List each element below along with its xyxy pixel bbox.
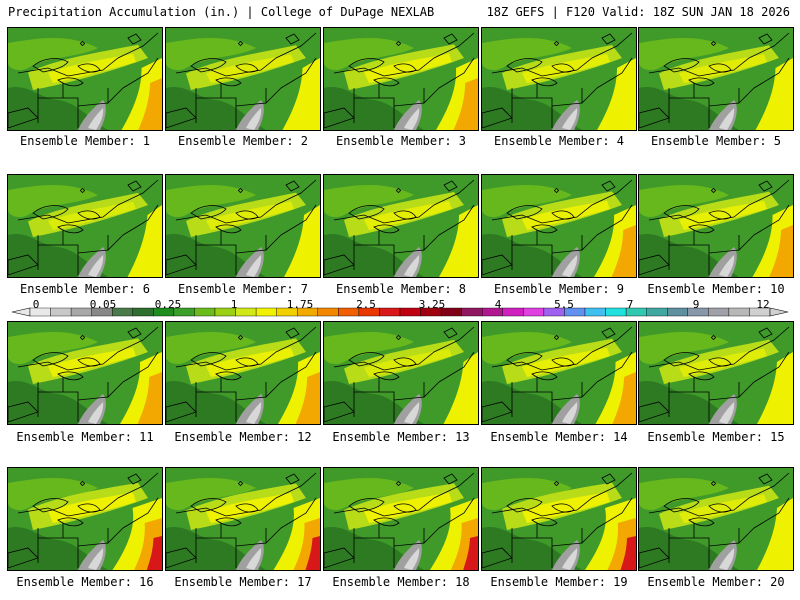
precip-map xyxy=(482,28,636,130)
member-caption: Ensemble Member: 4 xyxy=(493,134,625,148)
precip-map xyxy=(8,468,162,570)
title-right: 18Z GEFS | F120 Valid: 18Z SUN JAN 18 20… xyxy=(486,5,790,19)
colorbar-tick-label: 5.5 xyxy=(554,298,574,311)
map-panel xyxy=(323,174,479,278)
member-caption: Ensemble Member: 20 xyxy=(647,575,785,589)
colorbar-tick-label: 0.25 xyxy=(154,298,182,311)
precip-map xyxy=(166,175,320,277)
precip-map xyxy=(639,175,793,277)
map-panel xyxy=(481,174,637,278)
map-panel xyxy=(638,467,794,571)
colorbar-swatch xyxy=(317,307,339,317)
map-panel xyxy=(481,27,637,131)
precip-map xyxy=(166,322,320,424)
colorbar-tick-label: 9 xyxy=(692,298,700,311)
map-panel xyxy=(165,321,321,425)
map-panel xyxy=(7,174,163,278)
member-caption: Ensemble Member: 15 xyxy=(647,430,785,444)
colorbar-left-arrow xyxy=(11,307,31,317)
precip-map xyxy=(639,28,793,130)
colorbar-swatch xyxy=(667,307,688,317)
member-caption: Ensemble Member: 16 xyxy=(16,575,154,589)
member-caption: Ensemble Member: 2 xyxy=(177,134,309,148)
precip-map xyxy=(8,322,162,424)
colorbar-swatch xyxy=(605,307,627,317)
map-panel xyxy=(638,174,794,278)
colorbar-swatch xyxy=(502,307,524,317)
precip-map xyxy=(482,322,636,424)
member-caption: Ensemble Member: 7 xyxy=(177,282,309,296)
map-panel xyxy=(638,27,794,131)
precip-map xyxy=(639,322,793,424)
colorbar-tick-label: 12 xyxy=(756,298,770,311)
member-caption: Ensemble Member: 19 xyxy=(490,575,628,589)
member-caption: Ensemble Member: 10 xyxy=(647,282,785,296)
member-caption: Ensemble Member: 13 xyxy=(332,430,470,444)
colorbar-swatch xyxy=(255,307,277,317)
colorbar-swatch xyxy=(235,307,257,317)
map-panel xyxy=(323,27,479,131)
precip-map xyxy=(8,175,162,277)
member-caption: Ensemble Member: 6 xyxy=(19,282,151,296)
member-caption: Ensemble Member: 18 xyxy=(332,575,470,589)
colorbar-tick-label: 0.05 xyxy=(89,298,117,311)
colorbar-tick-label: 2.5 xyxy=(356,298,376,311)
member-caption: Ensemble Member: 9 xyxy=(493,282,625,296)
member-caption: Ensemble Member: 8 xyxy=(335,282,467,296)
colorbar-swatch xyxy=(70,307,92,317)
precip-map xyxy=(166,468,320,570)
colorbar-right-arrow xyxy=(769,307,789,317)
colorbar-tick-label: 1 xyxy=(230,298,238,311)
precip-map xyxy=(639,468,793,570)
map-panel xyxy=(481,321,637,425)
precip-map xyxy=(324,175,478,277)
colorbar-swatch xyxy=(194,307,216,317)
member-caption: Ensemble Member: 14 xyxy=(490,430,628,444)
precip-map xyxy=(166,28,320,130)
title-left: Precipitation Accumulation (in.) | Colle… xyxy=(8,5,435,19)
map-panel xyxy=(7,27,163,131)
colorbar-swatch xyxy=(523,307,545,317)
colorbar-swatch xyxy=(461,307,483,317)
member-caption: Ensemble Member: 12 xyxy=(174,430,312,444)
colorbar-tick-label: 3.25 xyxy=(418,298,446,311)
precip-map xyxy=(324,28,478,130)
precip-map xyxy=(482,468,636,570)
member-caption: Ensemble Member: 3 xyxy=(335,134,467,148)
colorbar-tick-label: 1.75 xyxy=(286,298,314,311)
colorbar-tick-label: 4 xyxy=(494,298,502,311)
colorbar-svg xyxy=(11,307,789,317)
member-caption: Ensemble Member: 5 xyxy=(650,134,782,148)
colorbar-tick-label: 0 xyxy=(32,298,40,311)
member-caption: Ensemble Member: 17 xyxy=(174,575,312,589)
map-panel xyxy=(165,174,321,278)
colorbar-swatch xyxy=(379,307,401,317)
colorbar-swatch xyxy=(399,307,421,317)
colorbar-swatch xyxy=(50,307,72,317)
map-panel xyxy=(323,467,479,571)
map-panel xyxy=(7,321,163,425)
colorbar-swatch xyxy=(646,307,668,317)
map-panel xyxy=(481,467,637,571)
colorbar-swatch xyxy=(708,307,730,317)
map-panel xyxy=(638,321,794,425)
map-panel xyxy=(165,467,321,571)
member-caption: Ensemble Member: 11 xyxy=(16,430,154,444)
colorbar-swatch xyxy=(728,307,750,317)
precip-map xyxy=(8,28,162,130)
precip-map xyxy=(324,468,478,570)
map-panel xyxy=(7,467,163,571)
member-caption: Ensemble Member: 1 xyxy=(19,134,151,148)
colorbar-tick-label: 7 xyxy=(626,298,634,311)
map-panel xyxy=(165,27,321,131)
colorbar xyxy=(0,296,800,320)
colorbar-swatch xyxy=(132,307,154,317)
precip-map xyxy=(324,322,478,424)
colorbar-swatch xyxy=(584,307,606,317)
precip-map xyxy=(482,175,636,277)
map-panel xyxy=(323,321,479,425)
